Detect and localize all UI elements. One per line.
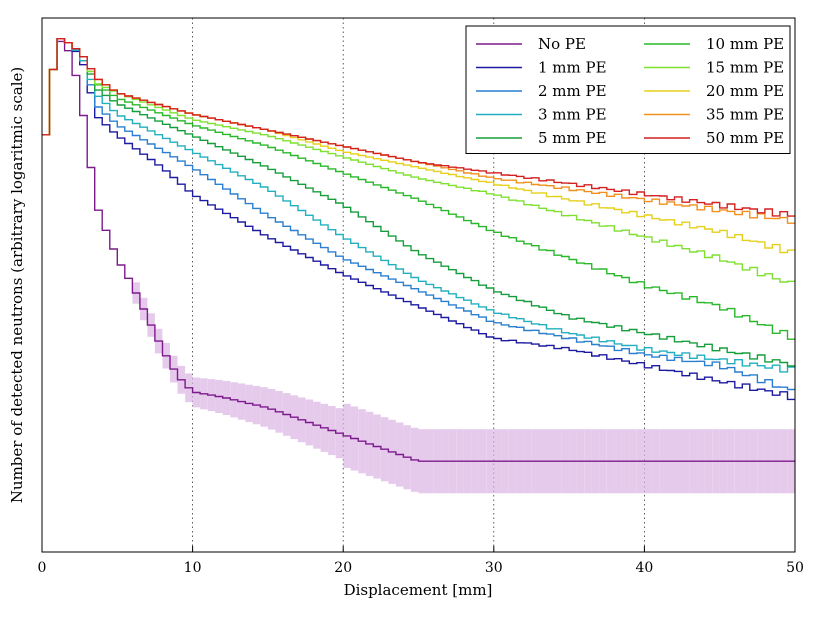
x-tick-label-40: 40 <box>635 560 653 576</box>
series-line-15-mm-pe <box>42 38 795 283</box>
y-axis-label: Number of detected neutrons (arbitrary l… <box>8 67 26 503</box>
x-axis-ticks: 0 10 20 30 40 50 <box>38 546 804 576</box>
series-line-10-mm-pe <box>42 38 795 340</box>
legend-label-1-mm-pe: 1 mm PE <box>538 59 607 77</box>
x-tick-label-30: 30 <box>485 560 503 576</box>
x-tick-label-10: 10 <box>184 560 202 576</box>
series-line-3-mm-pe <box>42 38 795 373</box>
series-line-50-mm-pe <box>42 38 795 217</box>
legend-label-10-mm-pe: 10 mm PE <box>706 35 784 53</box>
legend-label-3-mm-pe: 3 mm PE <box>538 106 607 124</box>
legend-label-15-mm-pe: 15 mm PE <box>706 59 784 77</box>
legend-label-50-mm-pe: 50 mm PE <box>706 129 784 147</box>
legend: No PE 1 mm PE 2 mm PE 3 mm PE 5 mm PE 10 mm P… <box>465 25 791 154</box>
plot-frame <box>41 17 796 553</box>
series-line-1-mm-pe <box>42 38 795 401</box>
legend-box <box>465 25 791 154</box>
x-tick-label-0: 0 <box>38 560 47 576</box>
x-tick-label-50: 50 <box>786 560 804 576</box>
legend-label-2-mm-pe: 2 mm PE <box>538 82 607 100</box>
series-line-5-mm-pe <box>42 38 795 367</box>
series-line-2-mm-pe <box>42 38 795 391</box>
legend-label-35-mm-pe: 35 mm PE <box>706 106 784 124</box>
legend-label-5-mm-pe: 5 mm PE <box>538 129 607 147</box>
series-lines <box>42 38 795 462</box>
x-axis-label: Displacement [mm] <box>344 581 493 599</box>
series-line-no-pe <box>42 40 795 462</box>
x-tick-label-20: 20 <box>334 560 352 576</box>
legend-label-no-pe: No PE <box>538 35 586 53</box>
legend-label-20-mm-pe: 20 mm PE <box>706 82 784 100</box>
